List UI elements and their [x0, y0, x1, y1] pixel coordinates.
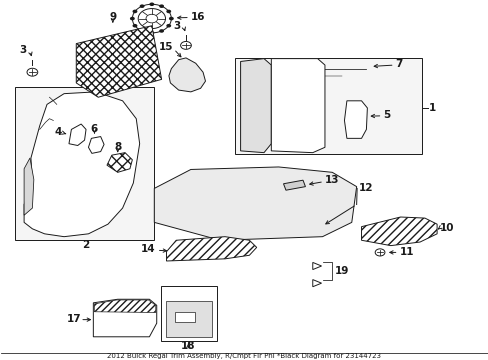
Bar [160, 286, 216, 341]
Circle shape [132, 10, 137, 13]
Polygon shape [24, 92, 140, 237]
Bar [175, 312, 194, 323]
Text: 2: 2 [82, 240, 89, 250]
Polygon shape [271, 59, 325, 153]
Text: 15: 15 [159, 42, 173, 52]
Polygon shape [240, 59, 271, 153]
Polygon shape [154, 167, 356, 240]
Circle shape [149, 31, 154, 35]
Polygon shape [283, 180, 305, 190]
Text: 9: 9 [109, 12, 116, 22]
Polygon shape [312, 280, 321, 287]
Text: 13: 13 [325, 175, 339, 185]
Text: 8: 8 [114, 142, 121, 152]
Text: 11: 11 [399, 247, 413, 257]
Polygon shape [344, 101, 366, 138]
Polygon shape [361, 217, 436, 246]
Circle shape [130, 17, 135, 21]
Text: 16: 16 [190, 12, 205, 22]
Polygon shape [312, 262, 321, 270]
Polygon shape [93, 299, 157, 337]
Circle shape [168, 17, 173, 21]
Circle shape [140, 4, 144, 8]
Circle shape [166, 24, 171, 27]
Circle shape [149, 3, 154, 6]
Bar [234, 58, 422, 154]
Text: 2012 Buick Regal Trim Assembly, R/Cmpt Flr Pnl *Black Diagram for 23144723: 2012 Buick Regal Trim Assembly, R/Cmpt F… [107, 353, 381, 359]
Text: 12: 12 [358, 183, 373, 193]
Circle shape [159, 4, 163, 8]
Polygon shape [94, 300, 156, 312]
Polygon shape [24, 158, 34, 215]
Text: 7: 7 [395, 59, 402, 69]
Text: 17: 17 [66, 314, 81, 324]
Polygon shape [69, 124, 86, 145]
Circle shape [132, 24, 137, 27]
Polygon shape [166, 237, 256, 261]
Polygon shape [168, 58, 205, 92]
Polygon shape [88, 136, 104, 153]
Text: 19: 19 [334, 266, 348, 276]
Bar [15, 86, 154, 240]
Polygon shape [107, 153, 132, 172]
Circle shape [159, 29, 163, 33]
Polygon shape [76, 26, 161, 97]
Text: 1: 1 [428, 103, 435, 113]
Text: 14: 14 [141, 244, 156, 254]
Text: 4: 4 [55, 127, 62, 137]
Circle shape [166, 10, 171, 13]
Text: 3: 3 [173, 21, 181, 31]
Text: 5: 5 [383, 110, 390, 120]
Text: 3: 3 [19, 45, 26, 55]
Circle shape [140, 29, 144, 33]
Text: 6: 6 [90, 125, 98, 134]
Text: 18: 18 [181, 341, 195, 351]
Text: 10: 10 [439, 223, 453, 233]
Bar [165, 301, 211, 337]
